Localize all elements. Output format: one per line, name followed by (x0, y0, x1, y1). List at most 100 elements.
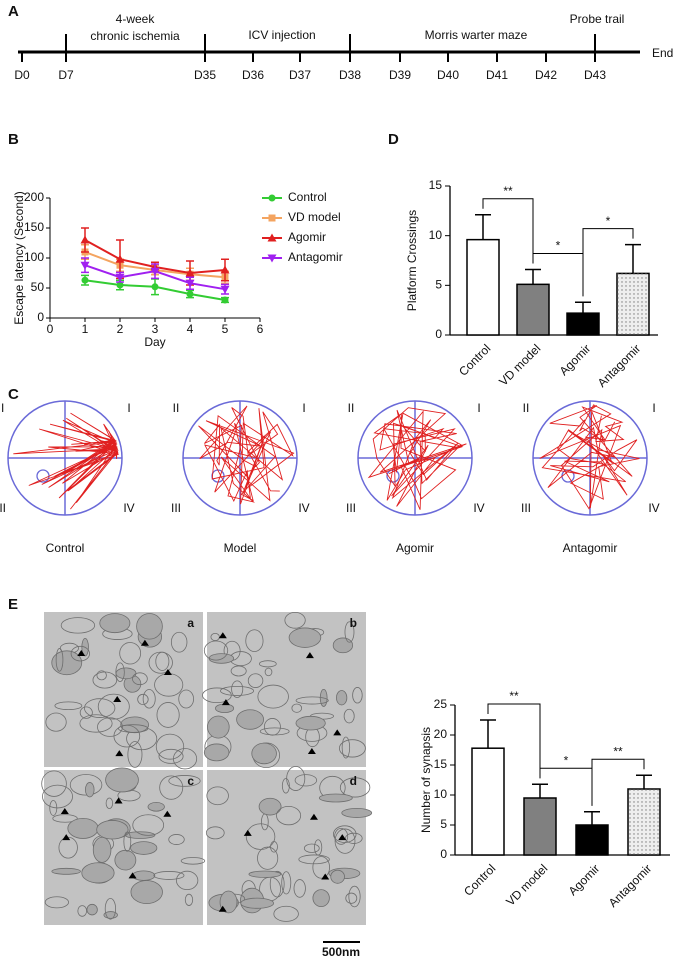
em-texture (130, 841, 158, 855)
scale-bar-label: 500nm (322, 945, 360, 958)
quadrant-label: II (348, 401, 355, 415)
quadrant-label: IV (648, 501, 659, 515)
em-texture (231, 680, 244, 698)
em-texture (207, 715, 230, 739)
em-texture (127, 741, 143, 768)
y-tick-label: 50 (31, 280, 45, 294)
point (150, 267, 160, 276)
arrowhead (333, 729, 342, 736)
em-texture (67, 817, 99, 839)
em-texture (168, 834, 185, 845)
x-tick-label: 2 (117, 322, 124, 336)
quadrant-label: I (477, 401, 480, 415)
em-texture (81, 862, 115, 884)
em-texture (303, 843, 320, 853)
em-texture (288, 627, 322, 648)
em-texture (344, 621, 355, 643)
em-texture (51, 650, 83, 676)
em-texture (230, 665, 247, 677)
y-tick-label: 15 (429, 178, 443, 192)
point (116, 281, 124, 289)
phase-label: ICV injection (248, 28, 315, 42)
point (185, 268, 195, 277)
quadrant-label: II (0, 401, 4, 415)
em-texture (92, 671, 118, 689)
series (81, 274, 229, 304)
x-tick-label: VD model (496, 341, 543, 388)
em-texture (284, 611, 306, 629)
em-texture (312, 856, 330, 879)
day-label: D36 (242, 68, 264, 82)
em-texture (184, 893, 194, 906)
em-image (44, 612, 203, 767)
day-label: D0 (14, 68, 30, 82)
legend-label: Control (288, 190, 327, 204)
point (115, 254, 125, 263)
error-bar (525, 268, 541, 285)
em-texture (132, 672, 148, 686)
day-label: D41 (486, 68, 508, 82)
arrowhead (218, 905, 227, 912)
y-tick-label: 5 (435, 278, 442, 292)
em-texture (159, 775, 184, 800)
panel-label: A (8, 3, 19, 20)
em-texture (156, 702, 180, 728)
quadrant-label: III (346, 501, 356, 515)
panel-label: D (388, 131, 399, 148)
em-texture (45, 712, 67, 732)
error-bar (636, 774, 652, 789)
y-tick-label: 150 (24, 220, 44, 234)
x-tick-label: 4 (187, 322, 194, 336)
x-tick-label: 6 (257, 322, 264, 336)
em-texture (96, 670, 107, 681)
em-image (44, 770, 203, 925)
em-texture (312, 889, 330, 907)
em-texture (334, 827, 349, 845)
em-texture (158, 748, 184, 764)
em-texture (269, 870, 285, 898)
em-texture (105, 767, 139, 793)
em-texture (148, 651, 173, 674)
arrowhead (221, 699, 230, 706)
em-texture (251, 742, 277, 765)
point (267, 233, 277, 242)
quadrant-label: II (523, 401, 530, 415)
quadrant-label: IV (298, 501, 309, 515)
em-texture (97, 717, 123, 737)
em-texture (339, 777, 371, 798)
x-tick-label: 3 (152, 322, 159, 336)
point (185, 279, 195, 288)
em-texture (219, 890, 238, 914)
y-tick-label: 20 (434, 727, 448, 741)
x-tick-label: Agomir (557, 341, 594, 378)
bar (575, 824, 609, 856)
em-texture (136, 613, 163, 640)
em-texture (137, 693, 149, 705)
day-label: D40 (437, 68, 459, 82)
group-label: Agomir (396, 541, 434, 555)
point (115, 273, 125, 282)
y-tick-label: 200 (24, 190, 44, 204)
em-texture (203, 640, 229, 661)
day-label: D42 (535, 68, 557, 82)
arrowhead (77, 650, 86, 657)
bar-pattern (628, 789, 660, 855)
em-texture (130, 880, 163, 905)
day-label: D37 (289, 68, 311, 82)
quadrant-label: IV (123, 501, 134, 515)
swim-path (367, 407, 467, 510)
em-texture (115, 662, 125, 682)
point (220, 265, 230, 274)
significance-label: * (564, 753, 569, 767)
em-texture (79, 714, 113, 733)
y-tick-label: 0 (37, 310, 44, 324)
x-tick-label: 5 (222, 322, 229, 336)
em-texture (295, 696, 329, 705)
group-label: Control (46, 541, 85, 555)
em-texture (42, 784, 73, 809)
arrowhead (309, 813, 318, 820)
em-texture (293, 879, 306, 898)
y-tick-label: 10 (434, 787, 448, 801)
em-texture (338, 739, 366, 758)
